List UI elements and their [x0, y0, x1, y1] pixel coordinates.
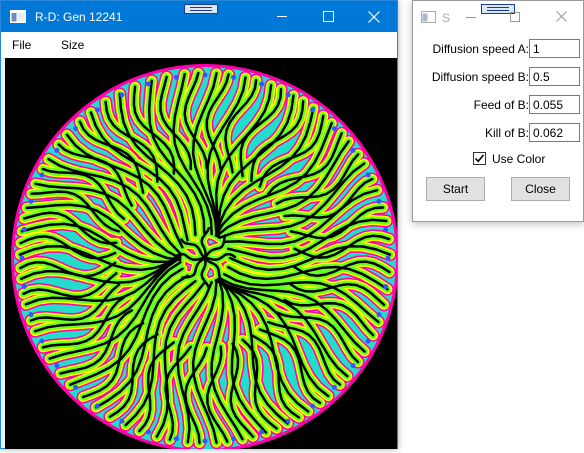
kill-label: Kill of B: [485, 126, 529, 140]
pattern-spot [146, 430, 151, 435]
pattern-spot [383, 227, 388, 232]
simulation-canvas[interactable] [5, 58, 397, 449]
pattern-spot [332, 385, 337, 390]
settings-window: S Diffusion speed A: Diffusion speed B: … [412, 0, 584, 222]
close-icon[interactable] [541, 1, 581, 32]
menu-bar: File Size [1, 32, 397, 58]
pattern-spot [259, 82, 264, 87]
field-row-feed: Feed of B: [413, 95, 583, 115]
checkbox-box[interactable] [473, 152, 486, 165]
pattern-spot [310, 107, 315, 112]
pattern-spot [259, 430, 264, 435]
pattern-spot [119, 92, 124, 97]
pattern-spot [203, 73, 208, 78]
close-button[interactable]: Close [511, 177, 570, 201]
pattern-spot [231, 75, 236, 80]
pattern-spot [29, 312, 34, 317]
reaction-diffusion-pattern [5, 58, 397, 449]
pattern-spot [22, 227, 27, 232]
pattern-spot [95, 107, 100, 112]
settings-window-title: S [442, 11, 450, 25]
pattern-spot [310, 404, 315, 409]
pattern-spot [54, 363, 59, 368]
pattern-spot [73, 126, 78, 131]
pattern-spot [366, 172, 371, 177]
pattern-spot [332, 126, 337, 131]
pattern-spot [119, 419, 124, 424]
pattern-spot [146, 82, 151, 87]
pattern-spot [73, 385, 78, 390]
maximize-icon[interactable] [305, 1, 351, 32]
pattern-spot [231, 436, 236, 441]
pattern-spot [20, 256, 25, 261]
pattern-spot [351, 148, 356, 153]
pattern-spot [386, 256, 391, 261]
pattern-spot [286, 92, 291, 97]
app-window-icon [10, 10, 26, 23]
pattern-spot [203, 439, 208, 444]
diffusion-b-input[interactable] [529, 67, 580, 86]
main-titlebar[interactable]: R-D: Gen 12241 [1, 1, 397, 32]
pattern-spot [286, 419, 291, 424]
feed-label: Feed of B: [474, 98, 529, 112]
field-row-diffusion-a: Diffusion speed A: [413, 39, 583, 59]
pattern-spot [22, 284, 27, 289]
settings-titlebar[interactable]: S [413, 1, 583, 32]
pattern-spot [95, 404, 100, 409]
pattern-spot [39, 172, 44, 177]
menu-size[interactable]: Size [61, 38, 84, 52]
kill-input[interactable] [529, 123, 580, 142]
start-button[interactable]: Start [426, 177, 485, 201]
pattern-spot [54, 148, 59, 153]
use-color-label: Use Color [492, 152, 545, 166]
pattern-spot [174, 436, 179, 441]
field-row-diffusion-b: Diffusion speed B: [413, 67, 583, 87]
main-window-title: R-D: Gen 12241 [35, 10, 122, 24]
pattern-spot [174, 75, 179, 80]
check-mark-icon [474, 153, 485, 164]
pattern-spot [39, 339, 44, 344]
pattern-spot [366, 339, 371, 344]
pattern-spot [377, 312, 382, 317]
menu-file[interactable]: File [12, 38, 31, 52]
minimize-icon[interactable] [259, 1, 305, 32]
pattern-spot [29, 199, 34, 204]
app-window-icon [421, 11, 436, 23]
pattern-spot [351, 363, 356, 368]
maximize-icon[interactable] [495, 1, 535, 32]
main-window: R-D: Gen 12241 File Size [0, 0, 398, 449]
diffusion-a-label: Diffusion speed A: [432, 42, 529, 56]
close-icon[interactable] [351, 1, 397, 32]
minimize-icon[interactable] [451, 1, 491, 32]
diffusion-b-label: Diffusion speed B: [432, 70, 529, 84]
pattern-spot [383, 284, 388, 289]
field-row-kill: Kill of B: [413, 123, 583, 143]
title-grip-icon[interactable] [184, 4, 218, 14]
diffusion-a-input[interactable] [529, 39, 580, 58]
pattern-spot [377, 199, 382, 204]
feed-input[interactable] [529, 95, 580, 114]
